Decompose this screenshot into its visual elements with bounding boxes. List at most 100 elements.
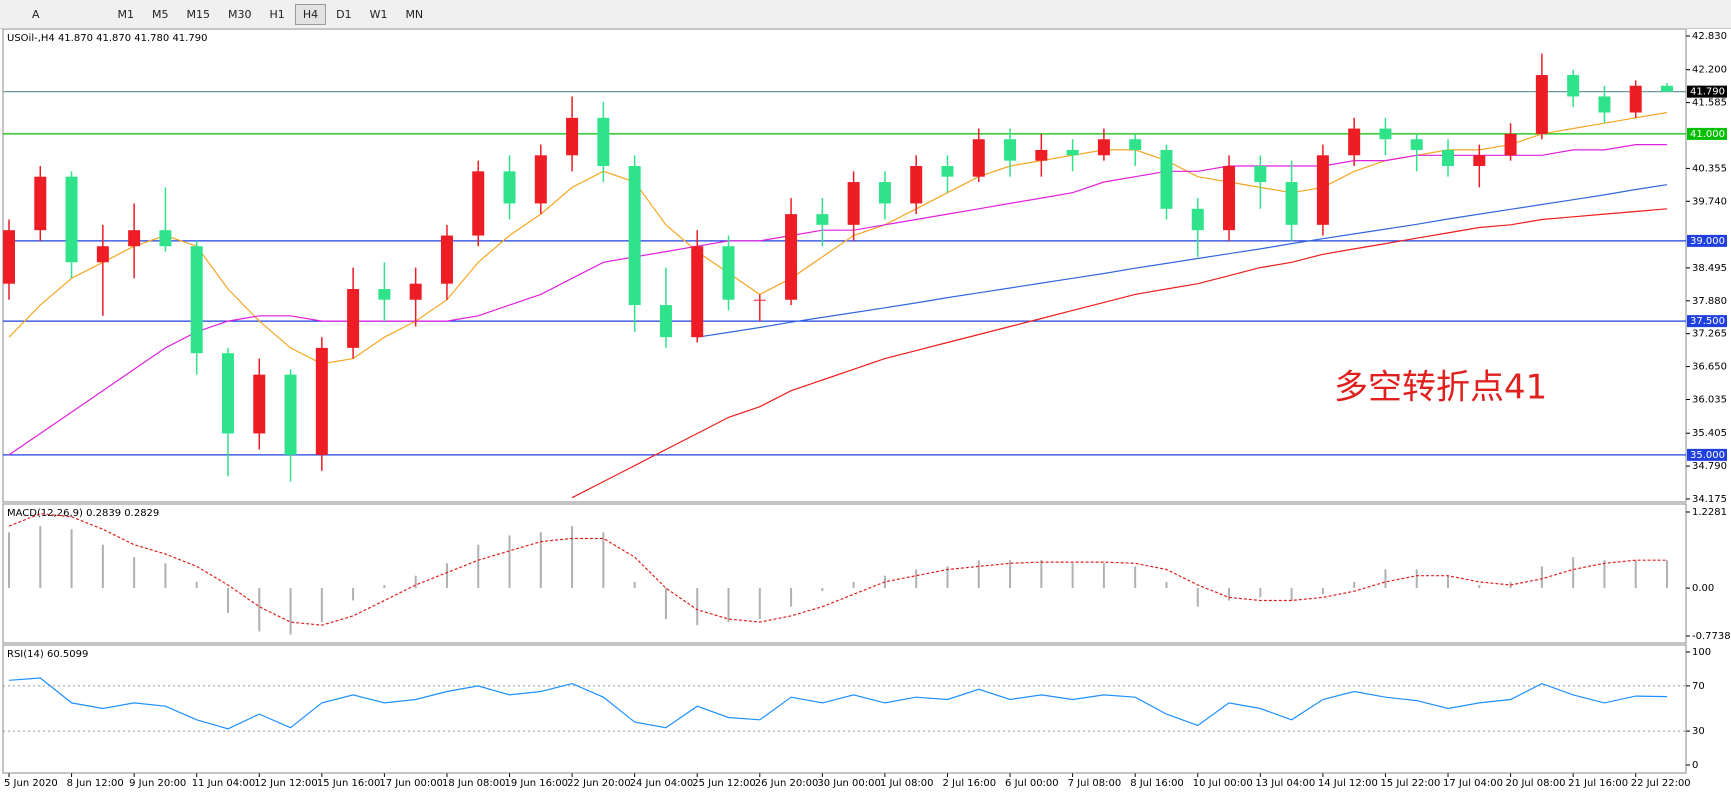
- level-label-bg: [1687, 234, 1727, 247]
- macd-bar: [1384, 569, 1387, 589]
- candle-body: [941, 165, 954, 177]
- signal-line: [8, 513, 1667, 626]
- macd-bar: [289, 588, 292, 635]
- candle-body: [96, 246, 109, 263]
- x-tick-label: 6 Jul 00:00: [1005, 778, 1059, 789]
- macd-bar: [508, 535, 511, 589]
- panel: [2, 29, 1687, 503]
- macd-bar: [1353, 581, 1356, 589]
- y-tick-label: 42.830: [1692, 31, 1727, 42]
- level-label-bg: [1687, 448, 1727, 461]
- y-tick-label: 34.175: [1692, 494, 1727, 505]
- candle-body: [1473, 155, 1486, 166]
- candle-body: [1129, 139, 1142, 150]
- macd-bar: [258, 588, 261, 632]
- macd-bar: [1478, 584, 1481, 589]
- period-button[interactable]: H1: [269, 7, 285, 21]
- x-tick-label: 20 Jul 08:00: [1506, 778, 1566, 789]
- macd-bar: [414, 575, 417, 589]
- candle-body: [1567, 75, 1580, 97]
- level-label-bg: [1687, 85, 1727, 98]
- x-tick-label: 9 Jun 20:00: [129, 778, 186, 789]
- macd-bar: [790, 588, 793, 607]
- period-button[interactable]: D1: [336, 7, 352, 21]
- period-button[interactable]: M1: [117, 7, 135, 21]
- candle-body: [847, 182, 860, 225]
- candle-body: [159, 230, 172, 247]
- macd-bar: [101, 544, 104, 589]
- macd-bar: [1290, 588, 1293, 601]
- x-tick-label: 18 Jun 08:00: [442, 778, 506, 789]
- macd-bar: [70, 529, 73, 589]
- y-tick-label: 36.035: [1692, 394, 1727, 405]
- x-tick-label: 19 Jun 16:00: [505, 778, 569, 789]
- macd-bar: [1321, 588, 1324, 595]
- candle-body: [691, 246, 704, 338]
- macd-bar: [946, 566, 949, 589]
- y-tick-label: 35.405: [1692, 428, 1727, 439]
- y-tick-label: 39.740: [1692, 196, 1727, 207]
- period-button[interactable]: M30: [228, 7, 252, 21]
- candle-body: [722, 246, 735, 300]
- candle-body: [816, 214, 829, 225]
- candle-body: [34, 176, 47, 231]
- period-buttons: M1 M5 M15 M30 H1 H4 D1 W1 MN: [109, 3, 433, 25]
- candle-body: [440, 235, 453, 284]
- y-tick-label: 34.790: [1692, 461, 1727, 472]
- candle-body: [1035, 149, 1048, 161]
- candle-body: [1066, 149, 1079, 156]
- candle-body: [1004, 139, 1017, 161]
- macd-bar: [164, 563, 167, 589]
- y-tick-label: 70: [1692, 681, 1705, 692]
- panel-title: MACD(12,26,9) 0.2839 0.2829: [7, 508, 159, 519]
- rsi-line: [8, 677, 1668, 730]
- macd-bar: [539, 532, 542, 589]
- x-tick-label: 1 Jul 08:00: [880, 778, 934, 789]
- x-tick-label: 22 Jun 20:00: [567, 778, 631, 789]
- candle-body: [1410, 139, 1423, 150]
- font-button[interactable]: A: [32, 7, 40, 21]
- y-tick-label: 30: [1692, 726, 1705, 737]
- macd-bar: [1071, 563, 1074, 589]
- candle-body: [1661, 85, 1673, 92]
- toolbar: A M1 M5 M15 M30 H1 H4 D1 W1 MN: [0, 0, 1731, 29]
- level-label: 41.790: [1690, 87, 1725, 98]
- candle-body: [785, 214, 798, 300]
- y-tick-label: 0: [1692, 760, 1698, 771]
- period-button[interactable]: M5: [152, 7, 169, 21]
- macd-bar: [1259, 588, 1262, 598]
- level-label-bg: [1687, 127, 1727, 140]
- y-tick-label: 0.00: [1692, 583, 1714, 594]
- annotation: 多空转折点41: [1334, 368, 1547, 408]
- x-tick-label: 17 Jun 00:00: [379, 778, 443, 789]
- macd-bar: [1040, 560, 1043, 589]
- macd-bar: [133, 557, 136, 589]
- candle-body: [1160, 149, 1173, 209]
- x-tick-label: 11 Jun 04:00: [192, 778, 256, 789]
- macd-bar: [1572, 557, 1575, 589]
- macd-bar: [1666, 560, 1668, 589]
- candle-body: [472, 171, 485, 236]
- level-label: 35.000: [1690, 450, 1725, 461]
- period-button[interactable]: MN: [405, 7, 424, 21]
- y-tick-label: 1.2281: [1692, 507, 1727, 518]
- candle-body: [1379, 128, 1392, 140]
- macd-bar: [1009, 560, 1012, 589]
- period-button[interactable]: H4: [294, 3, 327, 25]
- candle-body: [878, 182, 891, 204]
- macd-bar: [383, 584, 386, 589]
- period-button[interactable]: W1: [369, 7, 388, 21]
- candle-body: [284, 374, 297, 455]
- x-tick-label: 8 Jun 12:00: [67, 778, 124, 789]
- y-tick-label: 37.265: [1692, 329, 1727, 340]
- candle-body: [1097, 139, 1110, 156]
- x-tick-label: 24 Jun 04:00: [630, 778, 694, 789]
- macd-bar: [1228, 588, 1231, 601]
- period-button[interactable]: M15: [186, 7, 211, 21]
- overlay-line: [8, 144, 1667, 456]
- level-label: 41.000: [1690, 129, 1725, 140]
- macd-bar: [727, 588, 730, 623]
- y-tick-label: 100: [1692, 647, 1711, 658]
- candle-body: [1316, 155, 1329, 225]
